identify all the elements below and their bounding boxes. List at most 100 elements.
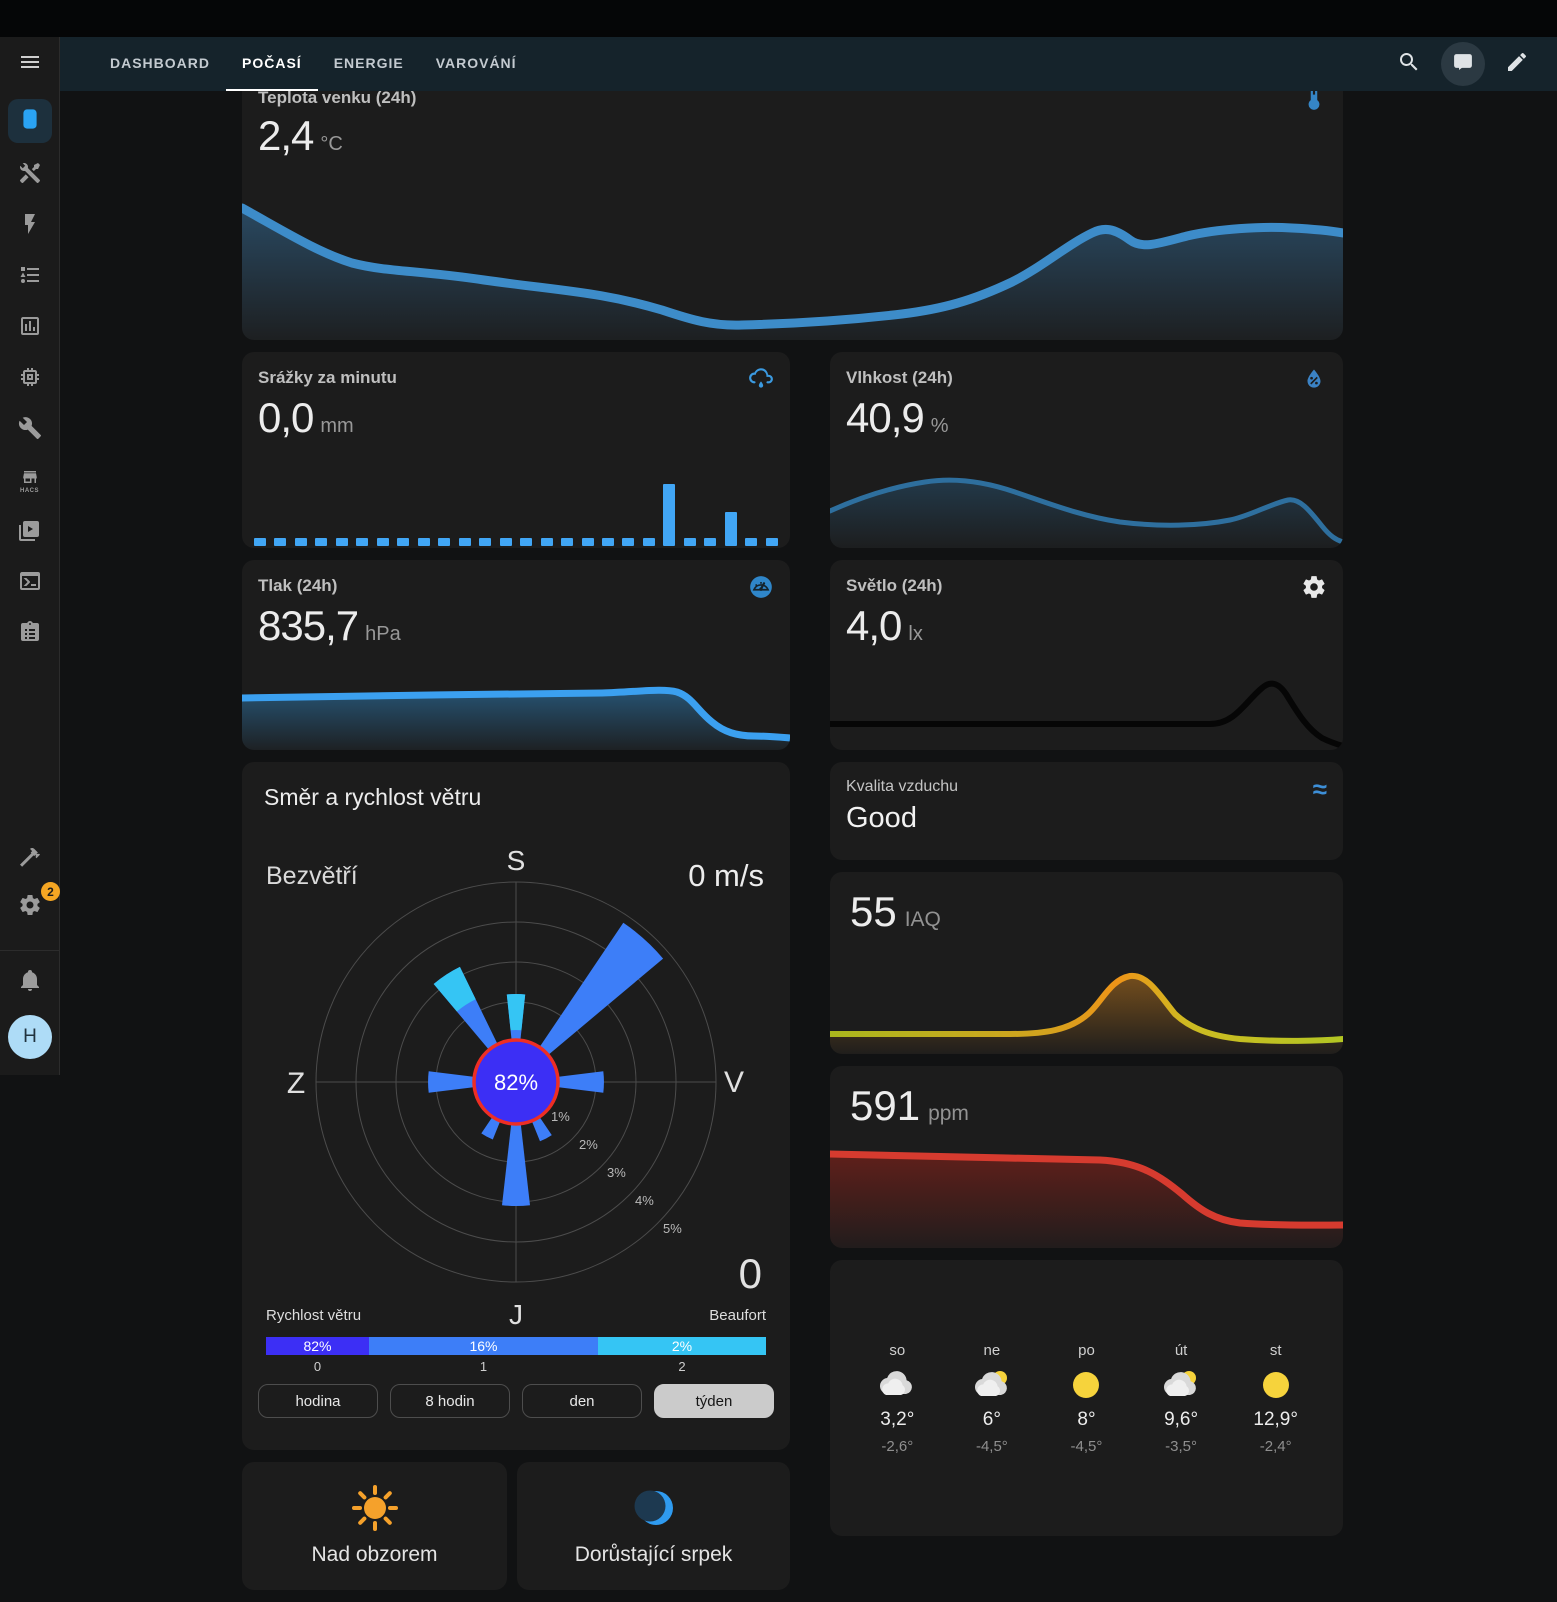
precipitation-bar xyxy=(581,538,594,546)
thermometer-icon xyxy=(1301,86,1327,112)
hamburger-icon xyxy=(18,50,42,79)
card-temperature[interactable]: Teplota venku (24h) 2,4 °C xyxy=(242,72,1343,340)
sidebar-item-terminal[interactable] xyxy=(8,564,52,602)
card-co2[interactable]: 591 ppm xyxy=(830,1066,1343,1248)
rain-cloud-icon xyxy=(748,366,774,392)
forecast-low: -2,4° xyxy=(1259,1437,1292,1455)
pressure-unit: hPa xyxy=(365,623,401,645)
beaufort-1-segment: 16% xyxy=(369,1337,598,1355)
sidebar-item-overview[interactable] xyxy=(7,99,52,143)
sidebar-item-history[interactable] xyxy=(8,309,52,347)
light-unit: lx xyxy=(908,623,923,645)
user-avatar[interactable]: H xyxy=(8,1015,52,1059)
legend-left-label: Rychlost větru xyxy=(266,1307,362,1324)
range-button-day[interactable]: den xyxy=(522,1384,642,1418)
forecast-high: 6° xyxy=(982,1408,1001,1430)
forecast-day: st xyxy=(1269,1341,1282,1359)
wind-speed: 0 m/s xyxy=(688,858,764,893)
sidebar-item-todo[interactable] xyxy=(8,258,52,296)
beaufort-current: 0 xyxy=(738,1250,762,1297)
tab-varovani[interactable]: VAROVÁNÍ xyxy=(435,55,517,71)
sidebar: HACS xyxy=(0,37,60,1075)
precipitation-bar xyxy=(397,538,410,546)
search-button[interactable] xyxy=(1387,42,1431,86)
hammer-icon xyxy=(18,845,42,874)
forecast-low: -4,5° xyxy=(975,1437,1008,1455)
gear-icon xyxy=(18,893,42,922)
sidebar-item-supervisor[interactable] xyxy=(8,411,52,449)
wind-card-title: Směr a rychlost větru xyxy=(264,784,482,810)
tab-energie[interactable]: ENERGIE xyxy=(333,55,404,71)
compass-west: Z xyxy=(287,1067,305,1100)
card-sun[interactable]: Nad obzorem xyxy=(242,1462,507,1590)
compass-north: S xyxy=(507,845,526,876)
sidebar-item-settings[interactable]: 2 xyxy=(8,882,60,926)
precipitation-bar xyxy=(601,538,614,546)
range-button-week[interactable]: týden xyxy=(654,1384,774,1418)
range-button-hour[interactable]: hodina xyxy=(258,1384,378,1418)
sidebar-item-logbook[interactable] xyxy=(8,615,52,653)
card-pressure[interactable]: Tlak (24h) 835,7 hPa xyxy=(242,560,790,750)
precipitation-bar xyxy=(561,538,574,546)
tab-dashboard[interactable]: DASHBOARD xyxy=(110,55,210,71)
card-title: Světlo (24h) xyxy=(846,576,943,595)
sidebar-item-hardware[interactable] xyxy=(8,360,52,398)
sun-state-label: Nad obzorem xyxy=(311,1543,438,1566)
card-precipitation[interactable]: Srážky za minutu 0,0 mm xyxy=(242,352,790,548)
card-title: Teplota venku (24h) xyxy=(258,88,417,107)
forecast-day-column: st 12,9° -2,4° xyxy=(1228,1260,1323,1536)
sidebar-item-developer-tools[interactable] xyxy=(8,840,52,878)
co2-unit: ppm xyxy=(928,1102,969,1125)
precipitation-bar xyxy=(335,538,348,546)
edit-dashboard-button[interactable] xyxy=(1495,42,1539,86)
chip-icon xyxy=(18,365,42,394)
forecast-day: út xyxy=(1174,1341,1188,1359)
assist-button[interactable] xyxy=(1441,42,1485,86)
sidebar-item-hacs[interactable]: HACS xyxy=(8,462,52,500)
app-bar: DASHBOARD POČASÍ ENERGIE VAROVÁNÍ xyxy=(60,37,1557,91)
card-moon[interactable]: Dorůstající srpek xyxy=(517,1462,790,1590)
card-light[interactable]: Světlo (24h) 4,0 lx xyxy=(830,560,1343,750)
card-title: Tlak (24h) xyxy=(258,576,338,595)
card-title: Srážky za minutu xyxy=(258,368,397,387)
precipitation-bar xyxy=(704,538,717,546)
chat-bubble-icon xyxy=(1451,50,1475,79)
wrench-icon xyxy=(18,416,42,445)
card-air-quality[interactable]: Kvalita vzduchu Good ≈ xyxy=(830,762,1343,860)
precipitation-bar xyxy=(765,538,778,546)
ring-label-1: 1% xyxy=(551,1109,570,1124)
crescent-moon-icon xyxy=(634,1490,673,1525)
precipitation-bar xyxy=(376,538,389,546)
menu-button[interactable] xyxy=(0,37,60,91)
sidebar-item-notifications[interactable] xyxy=(8,963,52,1001)
range-button-8hours[interactable]: 8 hodin xyxy=(390,1384,510,1418)
hacs-label: HACS xyxy=(19,488,39,494)
sidebar-divider xyxy=(0,950,60,951)
temperature-unit: °C xyxy=(320,133,343,155)
card-forecast[interactable]: so 3,2° -2,6° ne 6° -4,5° po xyxy=(830,1260,1343,1536)
humidity-sparkline xyxy=(830,477,1343,548)
legend-right-label: Beaufort xyxy=(709,1307,766,1324)
forecast-day-column: ne 6° -4,5° xyxy=(945,1260,1040,1536)
precipitation-bar xyxy=(417,538,430,546)
precipitation-bar xyxy=(745,538,758,546)
card-wind-rose[interactable]: Směr a rychlost větru Bezvětří 0 m/s 0 xyxy=(242,762,790,1450)
sidebar-item-tools[interactable] xyxy=(8,156,52,194)
beaufort-ticks: 0 1 2 xyxy=(313,1359,686,1374)
precipitation-bar xyxy=(663,484,676,546)
status-strip xyxy=(0,0,1557,37)
sidebar-item-media[interactable] xyxy=(8,513,52,551)
card-humidity[interactable]: Vlhkost (24h) 40,9 % xyxy=(830,352,1343,548)
card-iaq[interactable]: 55 IAQ xyxy=(830,872,1343,1054)
temperature-sparkline xyxy=(242,203,1343,340)
iaq-unit: IAQ xyxy=(904,908,941,931)
sidebar-item-energy[interactable] xyxy=(8,207,52,245)
water-percent-icon xyxy=(1301,366,1327,392)
air-quality-value: Good xyxy=(846,802,917,834)
precipitation-bar xyxy=(315,538,328,546)
humidity-value: 40,9 xyxy=(846,394,925,441)
tab-pocasi[interactable]: POČASÍ xyxy=(226,37,318,91)
iaq-value: 55 xyxy=(850,888,897,935)
precipitation-bar xyxy=(642,538,655,546)
forecast-day-column: út 9,6° -3,5° xyxy=(1134,1260,1229,1536)
